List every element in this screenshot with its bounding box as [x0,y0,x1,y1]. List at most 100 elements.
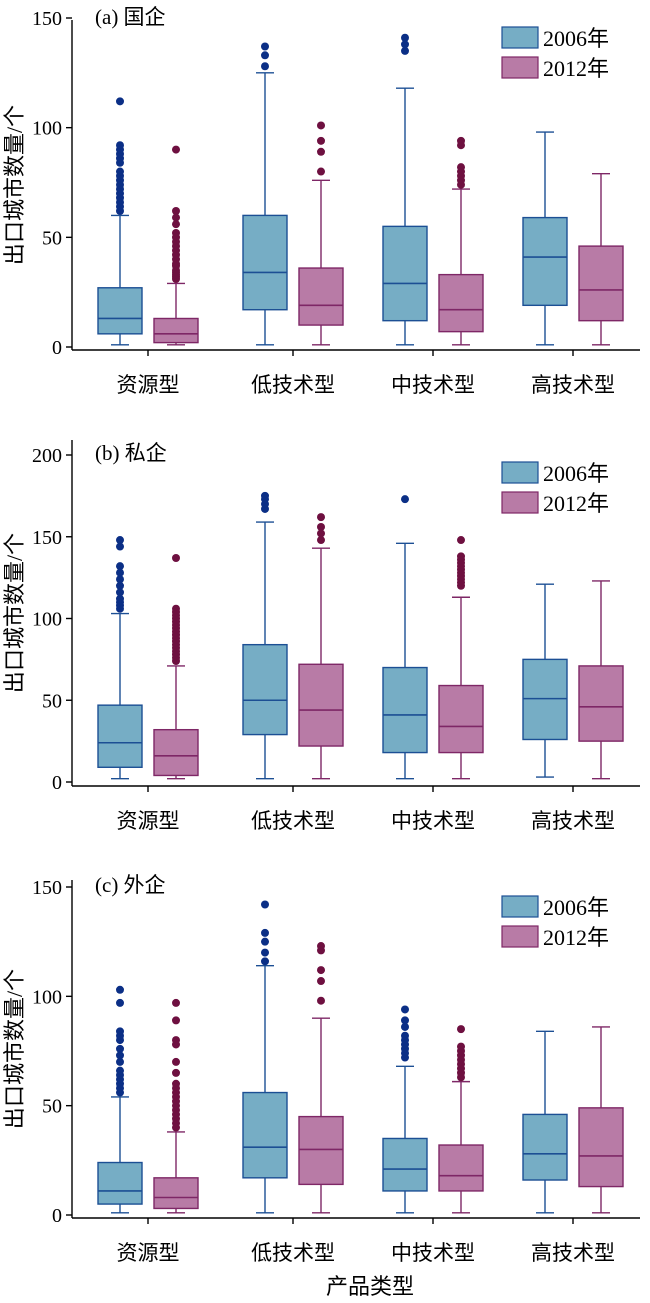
outlier-point [116,594,124,603]
outlier-point [317,121,325,130]
iqr-box [242,214,288,311]
box-2012-1 [298,942,344,1214]
category-label: 低技术型 [251,809,335,833]
y-tick-label: 50 [42,690,62,712]
box-2012-3 [578,1026,624,1214]
outlier-point [457,552,465,561]
outlier-point [261,62,269,71]
category-label: 资源型 [117,1241,180,1265]
legend: 2006年 2012年 [501,26,609,81]
outlier-point [401,1005,409,1014]
outlier-point [116,581,124,590]
outlier-point [401,46,409,55]
category-label: 中技术型 [391,1241,475,1265]
box-2006-2 [382,1005,428,1214]
y-tick-label: 50 [42,227,62,249]
legend-label: 2012年 [543,56,609,81]
box-2012-2 [438,136,484,346]
iqr-box [153,728,199,777]
y-tick-label: 150 [32,877,62,899]
outlier-point [172,228,180,237]
legend-swatch [501,461,539,484]
iqr-box [97,704,143,768]
outlier-point [172,1079,180,1088]
legend: 2006年 2012年 [501,461,609,516]
legend-label: 2012年 [543,491,609,516]
box-2006-1 [242,900,288,1214]
iqr-box [153,317,199,344]
box-2006-3 [522,131,568,346]
box-2012-0 [153,145,199,346]
iqr-box [522,216,568,307]
outlier-point [116,998,124,1007]
outlier-point [172,207,180,216]
outlier-point [116,568,124,577]
legend-swatch [501,925,539,948]
legend-swatch [501,26,539,49]
outlier-point [116,575,124,584]
outlier-point [317,966,325,975]
outlier-point [457,1042,465,1051]
outlier-point [261,937,269,946]
box-2012-2 [438,1025,484,1214]
y-tick-label: 100 [32,118,62,140]
iqr-box [242,1091,288,1179]
outlier-point [172,145,180,154]
box-2012-3 [578,580,624,780]
outlier-point [401,1031,409,1040]
outlier-point [116,985,124,994]
iqr-box [298,663,344,747]
iqr-box [522,1113,568,1181]
outlier-point [317,136,325,145]
outlier-point [261,51,269,60]
outlier-point [317,513,325,522]
iqr-box [438,1144,484,1192]
outlier-point [401,40,409,49]
iqr-box [298,267,344,326]
outlier-point [401,495,409,504]
iqr-box [578,1107,624,1188]
category-label: 高技术型 [531,809,615,833]
box-2012-0 [153,998,199,1214]
panel-title: (c) 外企 [95,873,166,897]
outlier-point [317,536,325,545]
box-2006-0 [97,985,143,1214]
y-tick-label: 200 [32,445,62,467]
outlier-point [261,948,269,957]
box-2012-0 [153,554,199,780]
panel-title: (a) 国企 [95,5,166,29]
iqr-box [438,684,484,754]
iqr-box [382,225,428,322]
outlier-point [261,928,269,937]
outlier-point [401,1022,409,1031]
iqr-box [438,273,484,333]
y-axis-label: 出口城市数量/个 [2,533,27,693]
y-tick-label: 0 [52,772,62,794]
box-2006-0 [97,536,143,780]
outlier-point [261,957,269,966]
outlier-point [317,529,325,538]
outlier-point [457,163,465,172]
category-label: 中技术型 [391,373,475,397]
outlier-point [317,522,325,531]
legend-label: 2006年 [543,895,609,920]
outlier-point [116,1027,124,1036]
legend-swatch [501,491,539,514]
legend-label: 2006年 [543,461,609,486]
legend-label: 2012年 [543,925,609,950]
outlier-point [261,491,269,500]
outlier-point [317,167,325,176]
outlier-point [172,604,180,613]
box-2006-2 [382,33,428,346]
category-label: 高技术型 [531,1241,615,1265]
outlier-point [172,213,180,222]
y-tick-label: 100 [32,609,62,631]
y-axis-label: 出口城市数量/个 [2,969,27,1129]
panel-c: 0 50 100 150 资源型 低技术型 中技术型 高技术型 出口城市数量/个 (c) 外企 20… [2,873,640,1265]
iqr-box [97,287,143,335]
y-tick-label: 150 [32,527,62,549]
box-2006-1 [242,491,288,780]
y-tick-label: 0 [52,1205,62,1227]
y-tick-label: 0 [52,337,62,359]
